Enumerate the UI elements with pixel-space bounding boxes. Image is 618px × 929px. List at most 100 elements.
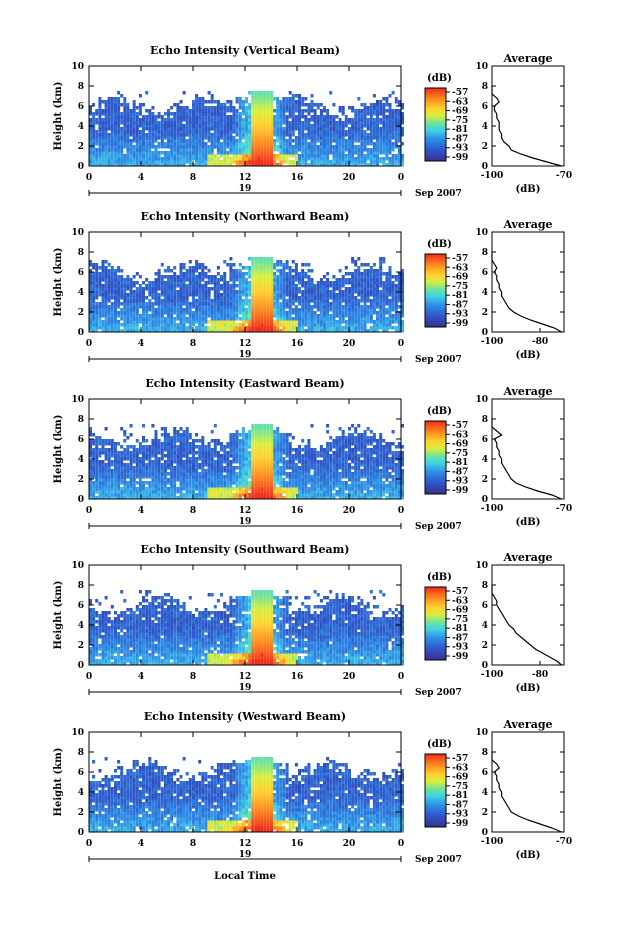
heatmap-cell bbox=[276, 103, 280, 107]
heatmap-cell bbox=[329, 115, 333, 119]
heatmap-cell bbox=[173, 299, 177, 303]
heatmap-cell bbox=[89, 496, 92, 500]
heatmap-cell bbox=[167, 115, 170, 119]
heatmap-cell bbox=[251, 109, 255, 113]
heatmap-cell bbox=[397, 326, 401, 330]
heatmap-cell bbox=[288, 112, 292, 116]
heatmap-cell bbox=[388, 118, 392, 122]
heatmap-cell bbox=[120, 278, 124, 282]
heatmap-cell bbox=[216, 278, 220, 282]
heatmap-cell bbox=[160, 302, 164, 306]
heatmap-cell bbox=[229, 311, 233, 315]
heatmap-cell bbox=[388, 293, 392, 297]
heatmap-cell bbox=[220, 133, 223, 137]
heatmap-cell bbox=[260, 163, 264, 167]
heatmap-cell bbox=[98, 130, 102, 134]
heatmap-cell bbox=[163, 151, 167, 155]
heatmap-cell bbox=[257, 121, 261, 125]
heatmap-cell bbox=[307, 317, 311, 321]
heatmap-cell bbox=[210, 311, 214, 315]
heatmap-cell bbox=[270, 293, 273, 297]
heatmap-cell bbox=[294, 475, 298, 479]
heatmap-cell bbox=[257, 272, 261, 276]
heatmap-cell bbox=[270, 275, 273, 279]
heatmap-cell bbox=[120, 127, 124, 131]
heatmap-cell bbox=[376, 320, 379, 324]
heatmap-cell bbox=[235, 127, 239, 131]
heatmap-cell bbox=[294, 118, 298, 122]
heatmap-cell bbox=[323, 127, 326, 131]
heatmap-cell bbox=[176, 109, 180, 113]
heatmap-cell bbox=[185, 154, 189, 158]
heatmap-cell bbox=[179, 281, 183, 285]
heatmap-cell bbox=[304, 97, 308, 101]
heatmap-cell bbox=[326, 484, 330, 488]
heatmap-cell bbox=[372, 133, 376, 137]
heatmap-cell bbox=[376, 115, 379, 119]
heatmap-cell bbox=[363, 481, 367, 485]
heatmap-cell bbox=[92, 302, 96, 306]
heatmap-cell bbox=[129, 478, 133, 482]
heatmap-cell bbox=[238, 487, 242, 491]
heatmap-cell bbox=[379, 260, 383, 264]
heatmap-cell bbox=[310, 124, 314, 128]
heatmap-cell bbox=[348, 272, 351, 276]
heatmap-cell bbox=[263, 100, 267, 104]
heatmap-cell bbox=[160, 139, 164, 143]
heatmap-cell bbox=[316, 326, 320, 330]
heatmap-cell bbox=[142, 121, 145, 125]
heatmap-cell bbox=[142, 151, 145, 155]
heatmap-cell bbox=[198, 284, 202, 288]
heatmap-cell bbox=[338, 278, 342, 282]
heatmap-cell bbox=[382, 139, 386, 143]
heatmap-cell bbox=[319, 284, 323, 288]
heatmap-cell bbox=[335, 305, 339, 309]
heatmap-cell bbox=[204, 281, 208, 285]
heatmap-cell bbox=[235, 284, 239, 288]
heatmap-cell bbox=[251, 487, 255, 491]
heatmap-cell bbox=[204, 266, 208, 270]
heatmap-cell bbox=[107, 118, 111, 122]
heatmap-cell bbox=[207, 109, 211, 113]
heatmap-cell bbox=[198, 478, 202, 482]
heatmap-cell bbox=[142, 308, 145, 312]
heatmap-cell bbox=[273, 305, 277, 309]
heatmap-cell bbox=[304, 496, 308, 500]
heatmap-cell bbox=[369, 142, 373, 146]
heatmap-cell bbox=[257, 308, 261, 312]
heatmap-cell bbox=[167, 275, 170, 279]
heatmap-cell bbox=[401, 323, 404, 327]
heatmap-cell bbox=[313, 139, 317, 143]
heatmap-cell bbox=[304, 136, 308, 140]
heatmap-cell bbox=[313, 103, 317, 107]
heatmap-cell bbox=[310, 115, 314, 119]
heatmap-cell bbox=[338, 121, 342, 125]
heatmap-cell bbox=[173, 278, 177, 282]
heatmap-cell bbox=[357, 475, 361, 479]
heatmap-cell bbox=[210, 142, 214, 146]
heatmap-cell bbox=[257, 145, 261, 149]
heatmap-cell bbox=[288, 109, 292, 113]
heatmap-cell bbox=[148, 121, 152, 125]
heatmap-cell bbox=[213, 284, 217, 288]
heatmap-cell bbox=[279, 154, 283, 158]
x-tick-label: 0 bbox=[398, 339, 404, 349]
heatmap-cell bbox=[245, 157, 248, 161]
heatmap-cell bbox=[260, 308, 264, 312]
heatmap-cell bbox=[285, 278, 289, 282]
heatmap-cell bbox=[226, 326, 230, 330]
heatmap-cell bbox=[176, 121, 180, 125]
heatmap-cell bbox=[145, 118, 149, 122]
heatmap-cell bbox=[260, 275, 264, 279]
heatmap-cell bbox=[229, 103, 233, 107]
heatmap-cell bbox=[379, 481, 383, 485]
heatmap-cell bbox=[357, 130, 361, 134]
heatmap-cell bbox=[107, 478, 111, 482]
heatmap-cell bbox=[288, 293, 292, 297]
heatmap-cell bbox=[107, 97, 111, 101]
heatmap-cell bbox=[394, 157, 398, 161]
heatmap-cell bbox=[201, 293, 205, 297]
heatmap-cell bbox=[310, 287, 314, 291]
panel-title: Echo Intensity (Northward Beam) bbox=[141, 210, 350, 223]
heatmap-cell bbox=[357, 290, 361, 294]
